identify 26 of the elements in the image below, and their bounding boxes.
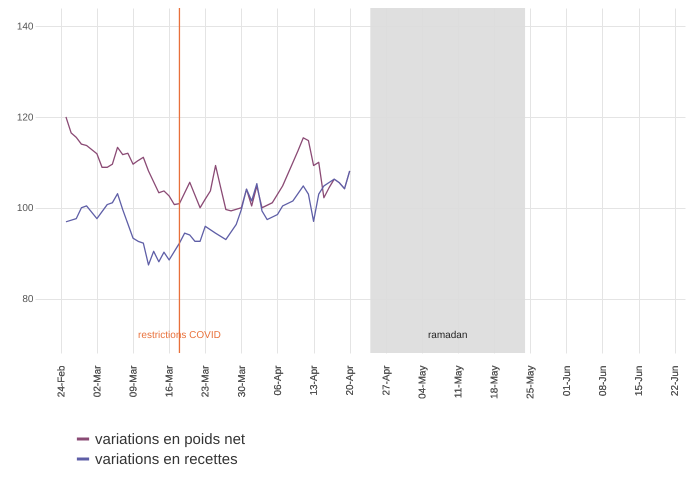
x-tick-label: 27-Apr — [381, 364, 392, 396]
y-tick-label: 140 — [16, 22, 34, 33]
x-tick-label: 04-May — [417, 366, 428, 399]
x-tick-label: 30-Mar — [236, 364, 248, 398]
x-tick-label: 22-Jun — [670, 366, 682, 396]
x-tick-label: 15-Jun — [634, 366, 646, 396]
legend-label: variations en recettes — [95, 451, 238, 468]
y-tick-label: 80 — [22, 294, 34, 306]
x-tick-label: 13-Apr — [309, 364, 320, 396]
x-tick-label: 20-Apr — [345, 364, 356, 396]
x-tick-label: 09-Mar — [128, 364, 140, 398]
x-tick-label: 01-Jun — [562, 366, 573, 396]
x-tick-label: 02-Mar — [92, 364, 104, 398]
x-tick-label: 06-Apr — [272, 364, 284, 396]
x-tick-label: 25-May — [526, 366, 537, 399]
line-series — [65, 170, 350, 266]
x-tick-label: 18-May — [490, 366, 501, 399]
x-tick-label: 08-Jun — [598, 366, 609, 396]
x-tick-label: 23-Mar — [200, 364, 212, 398]
x-tick-label: 11-May — [454, 366, 465, 398]
y-tick-label: 120 — [16, 112, 34, 124]
band-label: ramadan — [428, 330, 468, 341]
legend-label: variations en poids net — [95, 431, 246, 448]
x-tick-label: 24-Feb — [56, 365, 68, 398]
y-tick-label: 100 — [16, 203, 34, 214]
x-tick-label: 16-Mar — [164, 364, 176, 398]
